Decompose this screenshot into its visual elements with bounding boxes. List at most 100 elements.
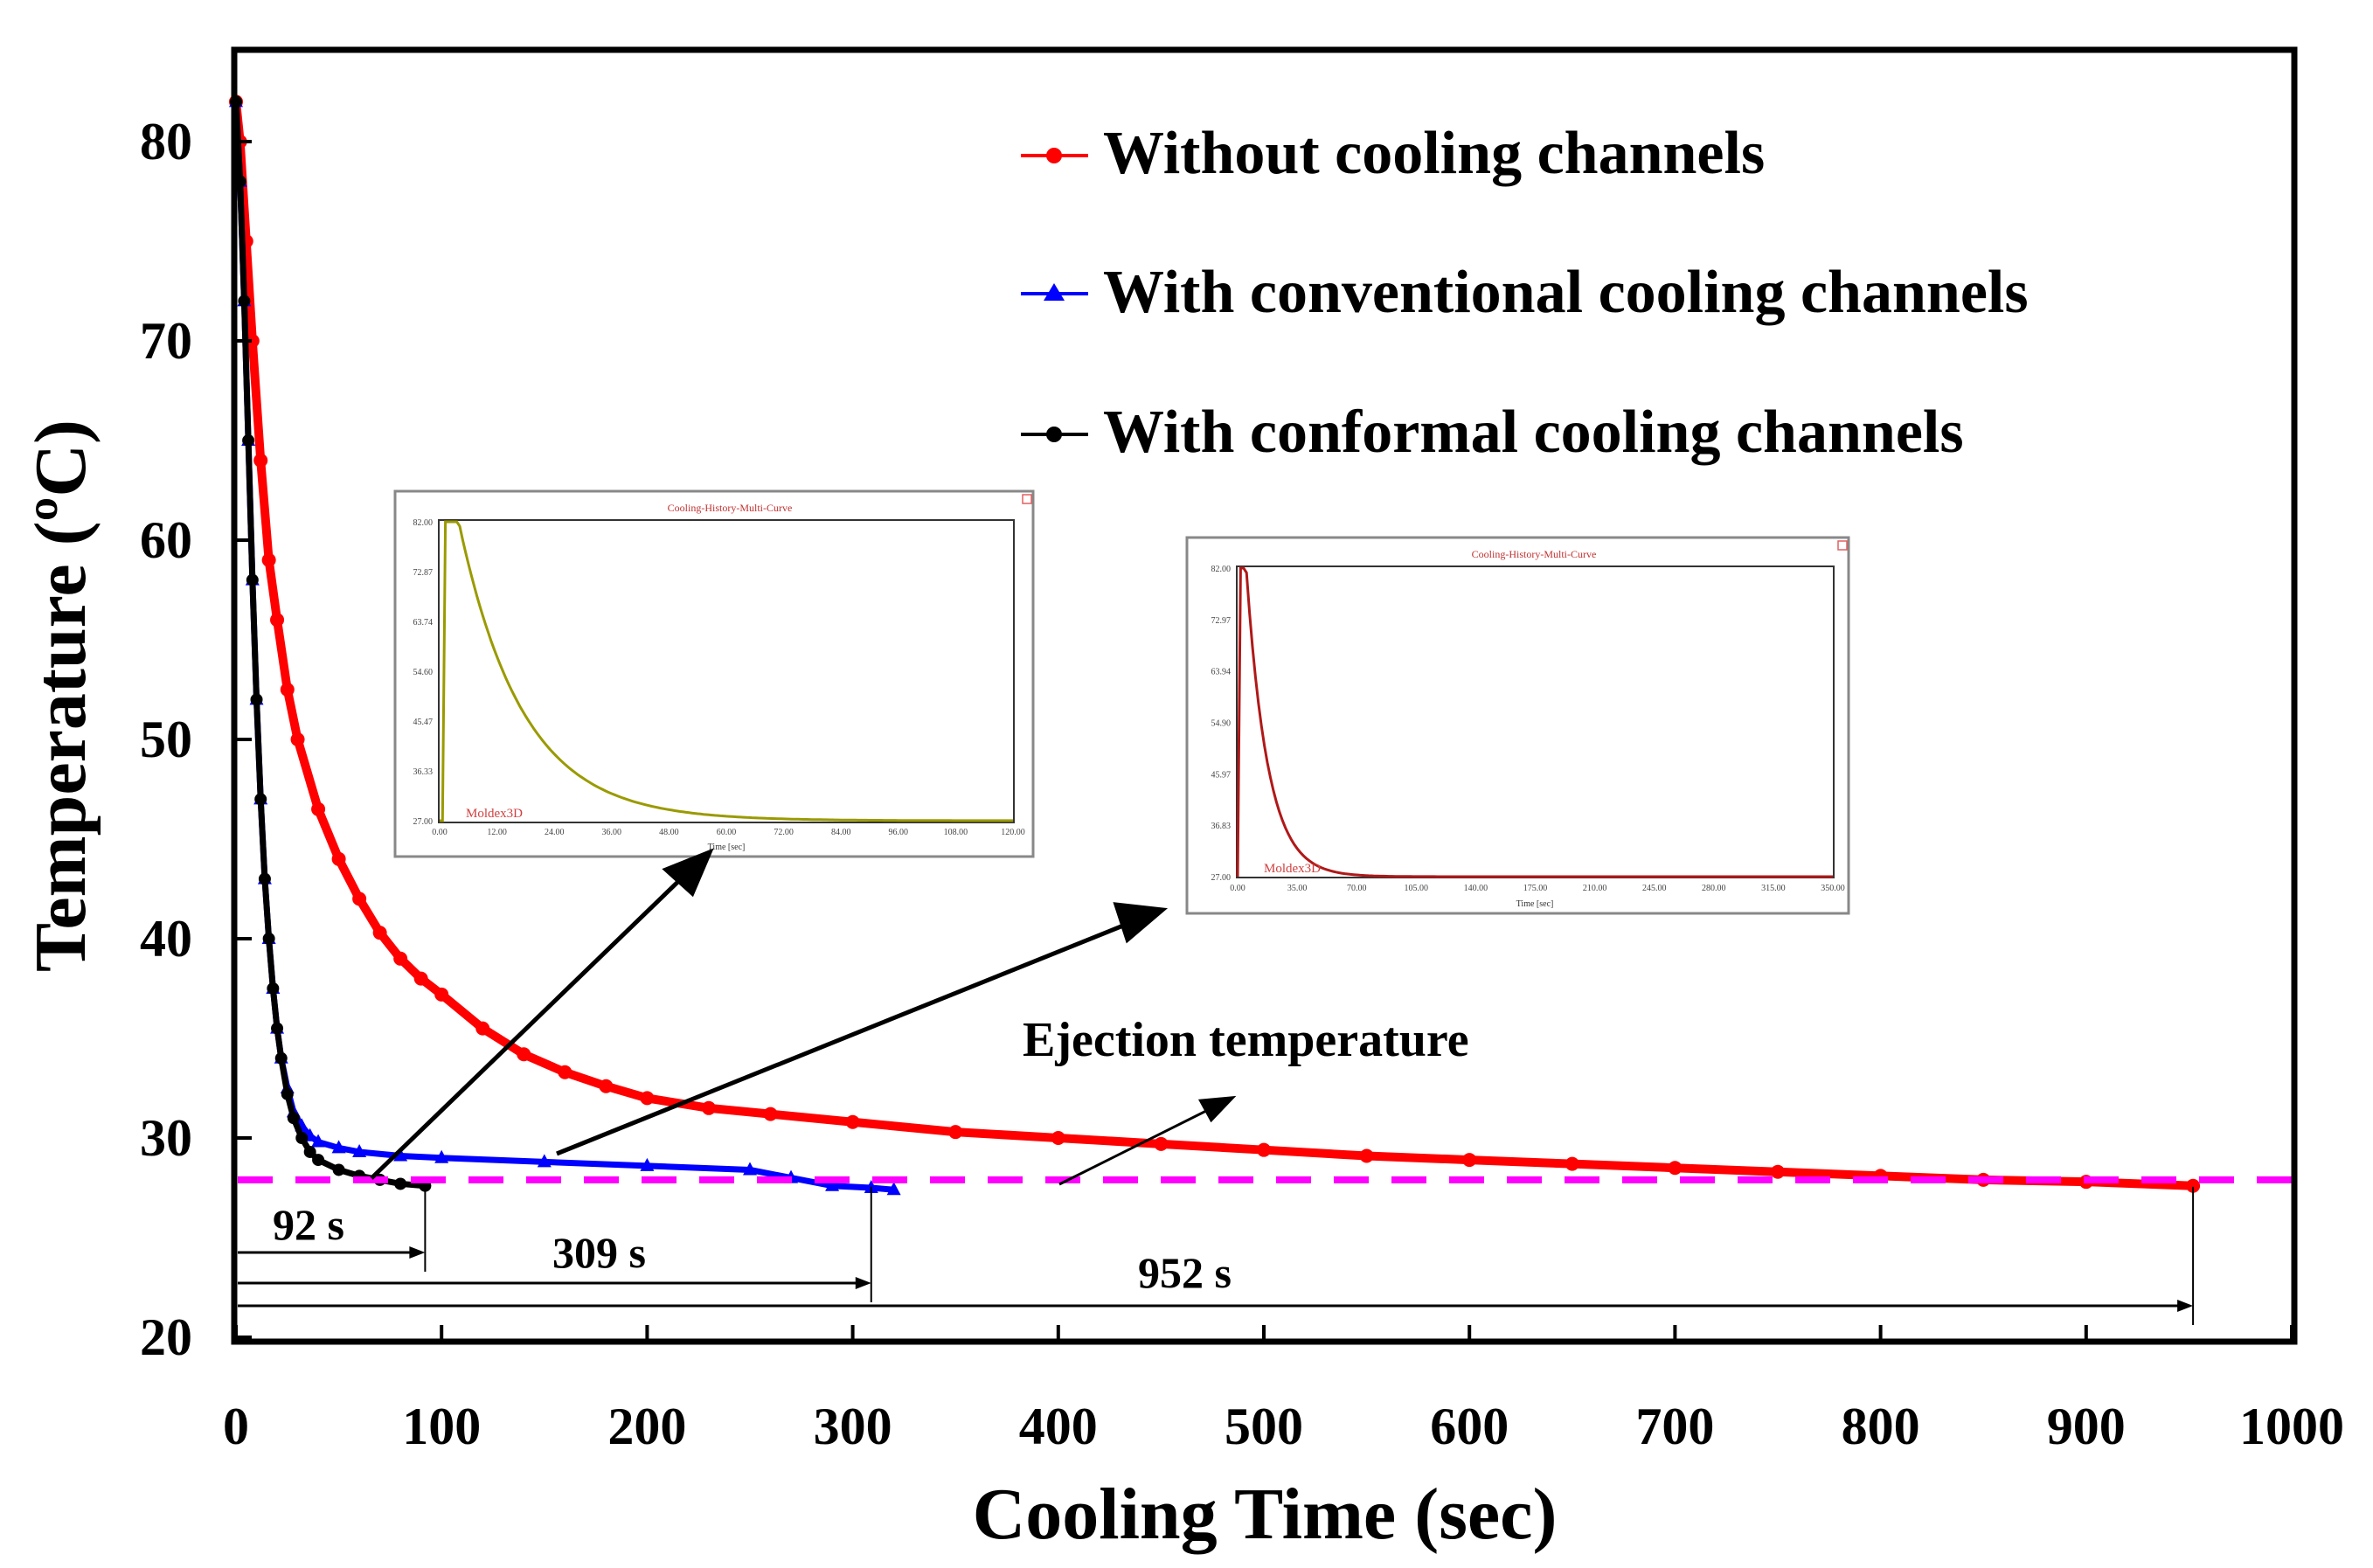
data-point <box>280 683 295 697</box>
legend-label-without: Without cooling channels <box>1103 120 1765 187</box>
legend: Without cooling channels With convention… <box>1021 120 2029 466</box>
data-point <box>250 693 263 706</box>
data-point <box>245 334 260 348</box>
inset-x-tick-label: 84.00 <box>831 828 851 837</box>
data-point <box>303 1145 316 1158</box>
inset-1-curve <box>440 520 1013 822</box>
x-tick-label: 400 <box>1019 1398 1098 1455</box>
annotation-arrowhead <box>2177 1300 2194 1312</box>
data-point <box>845 1114 860 1129</box>
legend-label-conformal: With conformal cooling channels <box>1103 399 1964 466</box>
data-point <box>393 951 408 966</box>
inset-2-curve <box>1236 566 1833 878</box>
inset-y-tick-label: 72.97 <box>1211 616 1232 626</box>
legend-marker-without <box>1046 148 1062 163</box>
data-point <box>311 1134 326 1148</box>
inset-x-tick-label: 105.00 <box>1405 884 1429 893</box>
y-axis-label: Temperature (ºC) <box>20 420 101 972</box>
data-point <box>1668 1161 1683 1176</box>
x-tick-label: 800 <box>1842 1398 1920 1455</box>
callout-arrow-3-head <box>1197 1095 1237 1123</box>
inset-2-title: Cooling-History-Multi-Curve <box>1472 548 1597 560</box>
callout-arrow-2-head <box>1113 902 1169 944</box>
data-point <box>413 971 428 986</box>
data-point <box>331 1140 346 1154</box>
data-point <box>1257 1142 1271 1157</box>
data-point <box>537 1154 552 1168</box>
inset-x-tick-label: 70.00 <box>1347 884 1367 893</box>
inset-x-tick-label: 72.00 <box>774 828 794 837</box>
inset-x-tick-label: 350.00 <box>1821 884 1845 893</box>
data-point <box>1565 1156 1579 1171</box>
data-point <box>825 1177 840 1191</box>
x-tick-label: 600 <box>1430 1398 1509 1455</box>
x-tick-label: 0 <box>223 1398 249 1455</box>
inset-1-xlabel: Time [sec] <box>708 843 746 852</box>
data-point <box>1771 1164 1785 1179</box>
data-point <box>640 1091 655 1106</box>
legend-marker-conventional <box>1044 283 1065 301</box>
data-point <box>1154 1136 1169 1151</box>
inset-chart-2: Cooling-History-Multi-Curve 27.00 36.83 45… <box>1185 536 1850 915</box>
data-point <box>311 801 326 816</box>
inset-y-tick-label: 54.60 <box>413 668 434 677</box>
data-point <box>254 793 267 806</box>
data-point <box>271 1022 284 1035</box>
inset-x-tick-label: 0.00 <box>1230 884 1245 893</box>
inset-x-tick-label: 175.00 <box>1523 884 1548 893</box>
y-tick-label: 40 <box>140 910 192 968</box>
legend-marker-conformal <box>1046 427 1062 442</box>
data-point <box>267 982 280 995</box>
data-point <box>475 1021 490 1036</box>
inset-x-tick-label: 120.00 <box>1001 828 1025 837</box>
y-axis-ticks: 20 30 40 50 60 70 80 <box>140 113 252 1366</box>
data-point <box>287 1112 300 1125</box>
annotation-952s: 952 s <box>1138 1248 1232 1297</box>
inset-x-tick-label: 108.00 <box>944 828 968 837</box>
x-tick-label: 1000 <box>2239 1398 2344 1455</box>
inset-y-tick-label: 27.00 <box>1211 873 1232 883</box>
y-tick-label: 20 <box>140 1308 192 1366</box>
inset-x-tick-label: 35.00 <box>1287 884 1308 893</box>
data-point <box>274 1051 288 1065</box>
data-point <box>763 1107 778 1121</box>
data-point <box>270 613 285 628</box>
inset-x-tick-label: 60.00 <box>717 828 737 837</box>
ejection-temperature-label: Ejection temperature <box>1023 1013 1469 1067</box>
data-point <box>864 1180 878 1193</box>
x-tick-label: 900 <box>2047 1398 2126 1455</box>
callout-arrow-3 <box>1058 1104 1218 1186</box>
data-point <box>372 926 387 940</box>
data-point <box>1462 1153 1477 1168</box>
data-point <box>238 295 251 308</box>
inset-y-tick-label: 82.00 <box>413 518 434 528</box>
inset-y-tick-label: 36.33 <box>413 767 434 777</box>
x-tick-label: 300 <box>814 1398 892 1455</box>
data-point <box>262 933 275 945</box>
x-axis-ticks: 0 100 200 300 400 500 600 700 800 900 1000 <box>223 1325 2344 1455</box>
inset-x-tick-label: 280.00 <box>1702 884 1726 893</box>
data-point <box>352 1143 367 1157</box>
inset-1-title: Cooling-History-Multi-Curve <box>668 502 793 514</box>
inset-y-tick-label: 54.90 <box>1211 719 1232 729</box>
data-point <box>393 1148 408 1162</box>
inset-x-tick-label: 96.00 <box>889 828 909 837</box>
inset-x-tick-label: 140.00 <box>1464 884 1488 893</box>
data-point <box>352 892 367 906</box>
data-point <box>1051 1131 1065 1145</box>
data-point <box>517 1047 531 1062</box>
inset-x-tick-label: 24.00 <box>545 828 565 837</box>
x-tick-label: 100 <box>402 1398 481 1455</box>
data-point <box>290 732 305 746</box>
data-point <box>1359 1148 1374 1163</box>
data-point <box>258 872 271 885</box>
data-point <box>948 1125 963 1140</box>
x-tick-label: 200 <box>607 1398 686 1455</box>
inset-x-tick-label: 210.00 <box>1583 884 1607 893</box>
callout-arrow-1 <box>370 868 692 1180</box>
inset-y-tick-label: 45.47 <box>413 718 434 727</box>
data-point <box>331 851 346 866</box>
data-point <box>253 453 268 468</box>
data-point <box>2186 1178 2201 1193</box>
